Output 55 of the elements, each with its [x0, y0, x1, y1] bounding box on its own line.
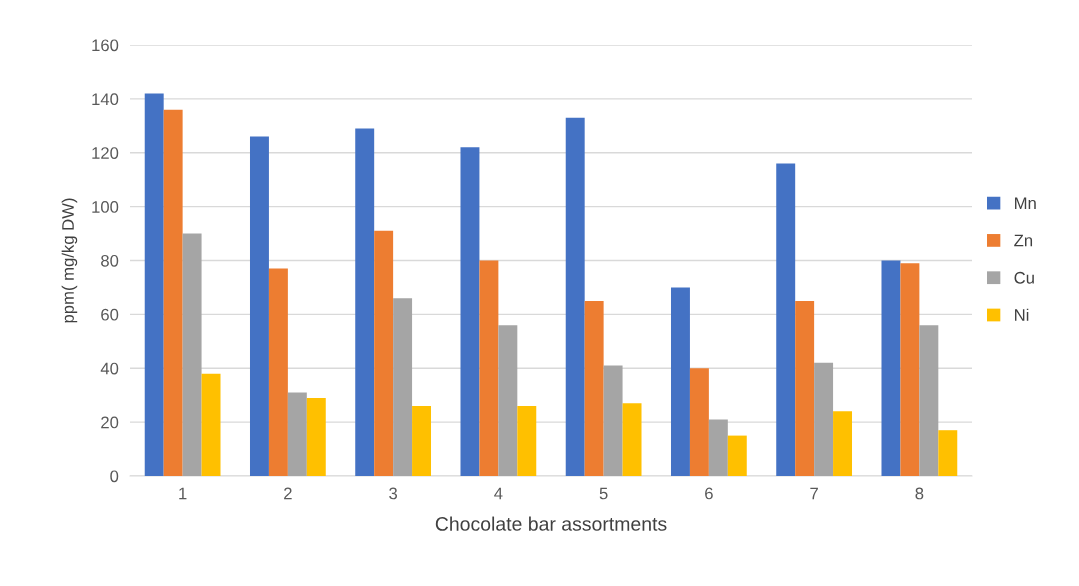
bar: [182, 233, 202, 476]
bar: [622, 403, 642, 476]
bar: [565, 117, 585, 476]
y-tick-label: 120: [92, 147, 119, 159]
x-tick-label: 5: [599, 487, 608, 500]
bar: [881, 260, 901, 476]
bar: [355, 128, 375, 476]
legend-label: Mn: [1015, 197, 1036, 209]
bar: [393, 298, 413, 476]
legend-label: Cu: [1014, 271, 1034, 284]
bar: [498, 325, 518, 476]
x-tick-label: 2: [284, 487, 292, 500]
bar: [938, 430, 958, 476]
bar: [708, 419, 728, 476]
bar: [460, 147, 480, 476]
bar: [814, 362, 834, 476]
bar: [584, 300, 604, 476]
bar: [249, 136, 269, 476]
bar: [287, 392, 307, 476]
bar: [517, 405, 537, 476]
y-tick-label: 20: [101, 416, 119, 429]
y-tick-label: 0: [110, 470, 119, 483]
y-tick-label: 160: [92, 39, 119, 52]
x-tick-label: 7: [810, 487, 818, 500]
y-tick-label: 40: [100, 362, 119, 375]
y-tick-label: 80: [101, 254, 119, 267]
x-axis-title: Chocolate bar assortments: [435, 516, 667, 531]
bar: [603, 365, 623, 476]
bar: [144, 93, 164, 476]
x-tick-label: 1: [179, 487, 187, 500]
y-tick-label: 60: [101, 308, 119, 321]
bar: [306, 397, 326, 476]
bar: [374, 230, 394, 476]
bar: [727, 435, 747, 476]
bar: [900, 263, 920, 476]
y-axis-title: ppm( mg/kg DW): [61, 198, 78, 323]
y-tick-label: 140: [92, 93, 119, 106]
bar: [268, 268, 288, 476]
legend-label: Zn: [1014, 234, 1033, 247]
bar: [833, 411, 853, 476]
x-tick-label: 4: [494, 487, 503, 500]
x-tick-label: 6: [705, 487, 713, 500]
legend-label: Ni: [1015, 308, 1029, 321]
bar: [919, 325, 939, 476]
x-tick-label: 8: [915, 487, 924, 500]
bar: [776, 163, 796, 476]
bar: [689, 368, 709, 476]
x-tick-label: 3: [389, 487, 398, 500]
bar: [201, 373, 221, 476]
y-tick-label: 100: [92, 201, 119, 213]
bar: [795, 300, 815, 476]
bar: [479, 260, 499, 476]
bar: [163, 109, 183, 476]
bar: [670, 287, 690, 476]
bar: [412, 405, 432, 476]
